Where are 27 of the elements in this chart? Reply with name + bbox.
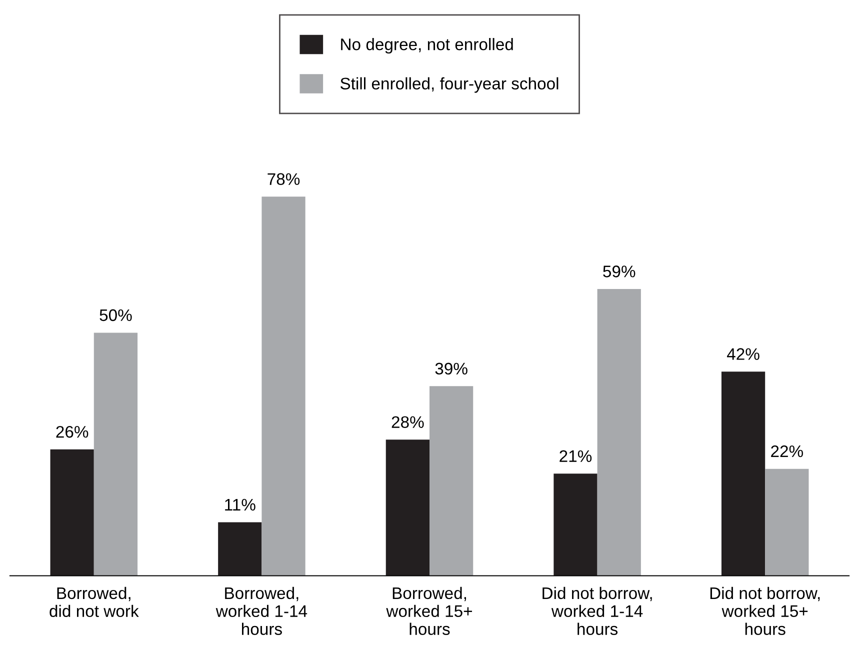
- bar: [721, 372, 766, 576]
- data-label: 78%: [268, 173, 300, 185]
- x-tick-label: Did not borrow, worked 1-14 hours: [542, 586, 652, 636]
- legend-label: No degree, not enrolled: [341, 38, 513, 54]
- x-tick-label: Borrowed, worked 1-14 hours: [216, 586, 308, 636]
- bar: [50, 449, 94, 576]
- bar: [430, 386, 474, 576]
- bar: [597, 288, 641, 576]
- bar: [218, 522, 262, 576]
- data-label: 42%: [726, 348, 760, 360]
- data-label: 26%: [56, 426, 88, 438]
- bar: [94, 332, 138, 576]
- bar: [554, 474, 598, 576]
- data-label: 59%: [603, 266, 636, 278]
- bar: [262, 196, 306, 576]
- legend-label: Still enrolled, four-year school: [340, 77, 558, 93]
- x-tick-label: Did not borrow, worked 15+ hours: [710, 586, 820, 636]
- data-label: 39%: [435, 362, 468, 375]
- bar: [386, 440, 430, 576]
- data-label: 50%: [100, 309, 132, 322]
- data-label: 22%: [771, 445, 803, 458]
- bar: [765, 468, 809, 576]
- data-label: 11%: [225, 498, 256, 511]
- data-label: 21%: [560, 450, 592, 462]
- x-tick-label: Borrowed, worked 15+ hours: [386, 586, 472, 636]
- data-label: 28%: [392, 416, 424, 428]
- x-tick-label: Borrowed, did not work: [50, 586, 139, 618]
